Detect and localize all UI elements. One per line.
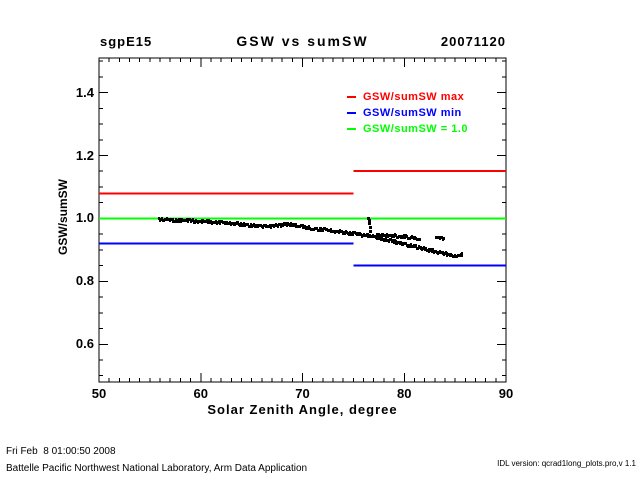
legend-entry-label: GSW/sumSW min (363, 107, 462, 119)
ratio-upper-branch-point (419, 239, 421, 241)
ratio-main-band-point (242, 225, 244, 227)
outlier-point (369, 226, 372, 229)
y-tick-label: 1.2 (75, 147, 94, 163)
ratio-main-band-point (461, 253, 463, 255)
organization-text: Battelle Pacific Northwest National Labo… (6, 463, 308, 474)
ratio-main-band-point (338, 232, 340, 234)
x-tick-label: 50 (91, 386, 107, 401)
legend: GSW/sumSW max GSW/sumSW min GSW/sumSW = 1.… (347, 89, 468, 137)
page-title: GSW vs sumSW (236, 33, 369, 49)
site-label: sgpE15 (100, 34, 153, 49)
ratio-upper-branch-point (417, 239, 419, 241)
ratio-high-cluster-point (443, 238, 445, 240)
legend-entry-max: GSW/sumSW max (347, 89, 468, 105)
legend-dash-icon (347, 96, 356, 98)
y-tick-label: 1.4 (75, 84, 94, 100)
legend-dash-icon (347, 112, 356, 114)
ratio-main-band-point (282, 225, 284, 227)
ratio-upper-branch-point (385, 236, 387, 238)
ratio-main-band-point (201, 222, 203, 224)
outlier-point (367, 217, 370, 220)
ratio-main-band-point (177, 221, 179, 223)
version-info-block: IDL version: qcrad1long_plots.pro,v 1.1 … (476, 441, 636, 480)
ratio-main-band-point (344, 233, 346, 235)
legend-entry-label: GSW/sumSW max (363, 91, 465, 103)
ratio-main-band-point (289, 225, 291, 227)
x-tick-label: 70 (295, 386, 310, 401)
ratio-upper-branch-point (377, 236, 379, 238)
legend-entry-unity: GSW/sumSW = 1.0 (347, 121, 468, 137)
ratio-upper-branch-point (402, 237, 404, 239)
x-tick-label: 90 (498, 386, 514, 401)
ratio-main-band-point (348, 234, 350, 236)
x-tick-label: 60 (193, 386, 208, 401)
ratio-main-band-point (307, 228, 309, 230)
outlier-point (368, 219, 371, 222)
ratio-main-band-point (187, 221, 189, 223)
ratio-main-band-point (415, 245, 417, 247)
ratio-main-band-point (352, 234, 354, 236)
x-tick-label: 80 (397, 386, 412, 401)
x-axis-title: Solar Zenith Angle, degree (207, 402, 398, 417)
y-tick-label: 0.8 (75, 273, 94, 289)
ratio-main-band-point (393, 242, 395, 244)
timestamp-text: Fri Feb 8 01:00:50 2008 (6, 446, 116, 457)
ratio-main-band-point (432, 249, 434, 251)
y-tick-label: 0.6 (75, 336, 94, 352)
date-label: 20071120 (440, 34, 506, 49)
ratio-main-band-point (194, 222, 196, 224)
ratio-main-band-point (180, 221, 182, 223)
ratio-main-band-point (286, 225, 288, 227)
ratio-main-band-point (322, 230, 324, 232)
ratio-main-band-point (249, 226, 251, 228)
ratio-main-band-point (270, 227, 272, 229)
ratio-upper-branch-point (393, 236, 395, 238)
idl-version-text: IDL version: qcrad1long_plots.pro,v 1.1 (497, 459, 636, 468)
ratio-main-band-point (417, 248, 419, 250)
legend-entry-min: GSW/sumSW min (347, 105, 468, 121)
legend-entry-label: GSW/sumSW = 1.0 (363, 123, 468, 135)
ratio-main-band-point (431, 251, 433, 253)
outlier-point (366, 233, 369, 236)
ratio-upper-branch-point (404, 237, 406, 239)
ratio-main-band-point (219, 223, 221, 225)
outlier-point (368, 222, 371, 225)
ratio-main-band-point (461, 255, 463, 257)
y-tick-label: 1.0 (75, 210, 94, 226)
ratio-main-band-point (318, 230, 320, 232)
legend-dash-icon (347, 128, 356, 130)
outlier-point (369, 230, 372, 233)
